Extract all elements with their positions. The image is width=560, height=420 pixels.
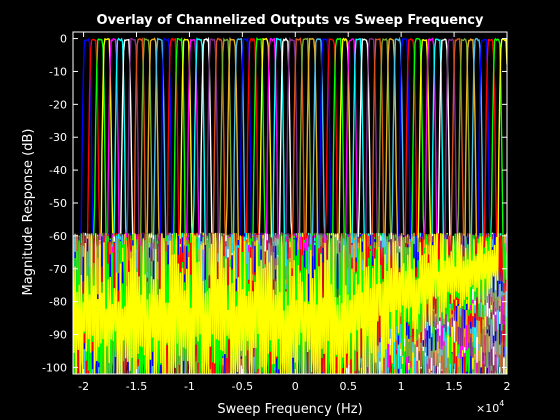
y-tick-label: -40 [49, 164, 67, 177]
channel-series-line [73, 38, 507, 374]
y-tick-label: -100 [42, 361, 67, 374]
y-tick-label: -90 [49, 329, 67, 342]
x-multiplier-base: ×10 [476, 402, 499, 415]
x-axis-multiplier: ×104 [476, 399, 504, 415]
y-tick-label: -80 [49, 296, 67, 309]
x-tick-label: -0.5 [232, 380, 253, 393]
chart-title: Overlay of Channelized Outputs vs Sweep … [97, 13, 484, 28]
x-tick-label: -1 [184, 380, 195, 393]
x-tick-label: 1.5 [445, 380, 463, 393]
x-tick-label: 0 [292, 380, 299, 393]
x-tick-label: 1 [398, 380, 405, 393]
x-tick-label: -2 [78, 380, 89, 393]
y-tick-label: -30 [49, 131, 67, 144]
y-tick-label: -50 [49, 197, 67, 210]
y-tick-label: -20 [49, 98, 67, 111]
y-axis-label: Magnitude Response (dB) [21, 129, 36, 296]
x-multiplier-exponent: 4 [499, 399, 504, 408]
tick-layer: -2 -1.5 -1 -0.5 0 0.5 1 1.5 2 0 -10 -20 -30 -40 -50 -60… [42, 32, 511, 393]
x-tick-label: 2 [504, 380, 511, 393]
y-tick-label: -70 [49, 263, 67, 276]
y-tick-label: -60 [49, 230, 67, 243]
x-axis-label: Sweep Frequency (Hz) [217, 402, 362, 417]
y-tick-label: 0 [60, 33, 67, 46]
x-tick-label: -1.5 [126, 380, 147, 393]
y-tick-label: -10 [49, 65, 67, 78]
series-layer [73, 36, 507, 374]
x-tick-label: 0.5 [339, 380, 357, 393]
